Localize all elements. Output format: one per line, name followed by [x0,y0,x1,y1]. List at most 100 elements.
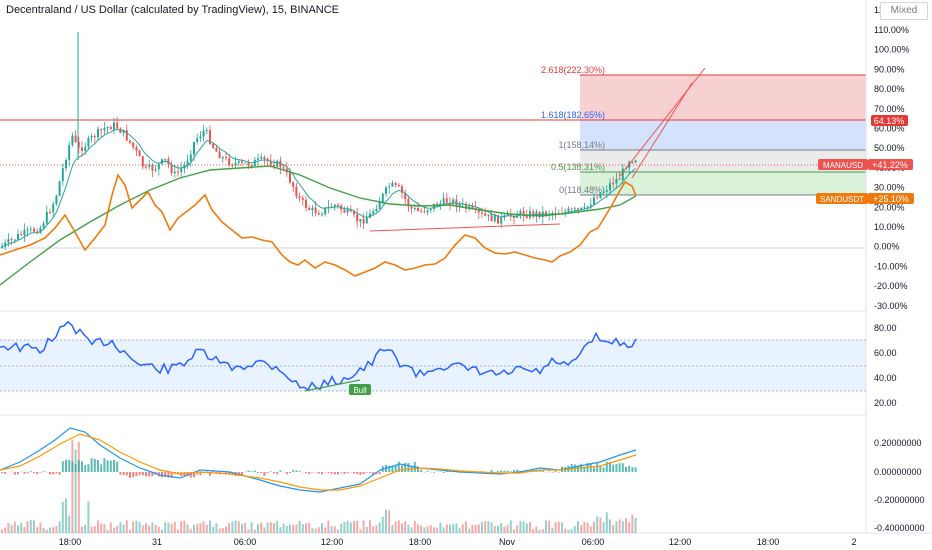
candle-body [458,204,461,207]
candle-body [84,146,87,151]
candle-body [532,211,535,217]
volume-bar [285,525,288,533]
volume-bar [231,521,234,533]
candle-body [177,171,179,173]
candle-body [513,216,515,218]
macd-histogram-bar [209,472,211,476]
volume-bar [125,520,128,533]
candle-body [372,211,375,214]
volume-bar [426,526,429,533]
volume-bar [289,524,291,533]
candle-body [375,208,378,212]
candle-body [58,181,61,196]
sand-value-badge [868,193,914,204]
time-axis-label: 06:00 [582,537,605,547]
volume-bar [55,525,58,533]
symbol-title[interactable]: Decentraland / US Dollar (calculated by … [6,4,340,16]
macd-histogram-bar [609,462,611,472]
candle-body [81,147,83,151]
volume-bar [321,523,323,533]
volume-bar [497,525,499,533]
macd-histogram-bar [61,461,64,472]
macd-histogram-bar [327,472,330,474]
volume-bar [241,524,243,533]
volume-bar [513,529,515,533]
time-axis[interactable]: 18:00 31 06:00 12:00 18:00 Nov 06:00 12:00 18:00… [59,537,857,547]
volume-bar [151,522,154,533]
candle-body [567,208,570,212]
volume-bar [1,529,3,533]
volume-bar [228,523,231,533]
candle-body [253,159,256,166]
candle-body [433,203,435,210]
fib-label-2618: 2.618(222.30%) [541,65,605,75]
candle-body [154,169,157,171]
volume-bar [65,498,67,533]
volume-bar [554,522,557,533]
bull-divergence-badge [349,384,371,395]
price-axis-tick: -20.00% [874,281,908,291]
volume-bar [477,524,480,533]
macd-axis-tick: 0.20000000 [874,438,922,448]
volume-bar [333,526,336,533]
volume-bar [548,520,551,533]
fib-zone-05 [580,172,866,195]
price-axis-tick: -10.00% [874,261,908,271]
macd-histogram-bar [164,472,167,478]
volume-bar [132,521,135,533]
candle-body [228,158,231,165]
macd-histogram-bar [49,472,51,475]
volume-bar [487,521,490,533]
volume-bar [532,529,535,533]
macd-histogram-bar [58,472,61,475]
volume-bar [529,522,531,533]
macd-histogram-bar [343,472,346,475]
volume-bar [452,524,455,533]
volume-bar [170,523,173,533]
macd-histogram-bar [295,470,298,472]
volume-bar [74,449,77,533]
time-axis-label: 18:00 [757,537,780,547]
candle-body [394,182,397,185]
macd-histogram-bar [193,472,195,478]
volume-bar [250,522,253,533]
candle-body [481,212,483,214]
price-axis[interactable]: 120 110.00%100.00%90.00%80.00%70.00%60.0… [865,0,925,533]
macd-histogram-bar [292,470,295,472]
volume-bar [465,521,467,533]
macd-histogram-bar [285,472,288,475]
volume-bar [573,526,576,533]
candle-body [493,215,496,222]
support-trendline[interactable] [369,223,561,232]
volume-bar [567,529,570,533]
candle-body [215,147,218,152]
macd-histogram-bar [308,472,311,475]
macd-histogram-bar [612,464,615,472]
scale-mode-button[interactable]: Mixed [880,2,928,20]
macd-histogram-bar [353,472,355,474]
macd-histogram-bar [513,469,515,472]
candle-body [202,130,205,137]
fibonacci-extension[interactable]: 2.618(222.30%) 1.618(182.65%) 1(158.14%)… [541,65,866,196]
candle-body [410,206,413,209]
macd-histogram-bar [442,472,445,473]
volume-bar [410,527,413,533]
volume-bar [401,523,403,533]
candle-body [292,182,295,188]
macd-histogram-bar [145,472,147,477]
volume-bar [305,523,307,533]
candle-body [420,210,423,212]
volume-bar [449,524,451,533]
macd-pane [0,427,637,533]
volume-bar [525,523,528,533]
volume-bar [353,521,355,533]
fib-zone-1618 [580,120,866,150]
candle-body [429,209,432,211]
channel-upper-trendline[interactable] [619,67,706,177]
candle-body [593,197,595,205]
channel-lower-trendline[interactable] [631,82,693,179]
macd-histogram-bar [29,471,32,472]
volume-bar [404,521,407,533]
candle-body [362,219,365,224]
